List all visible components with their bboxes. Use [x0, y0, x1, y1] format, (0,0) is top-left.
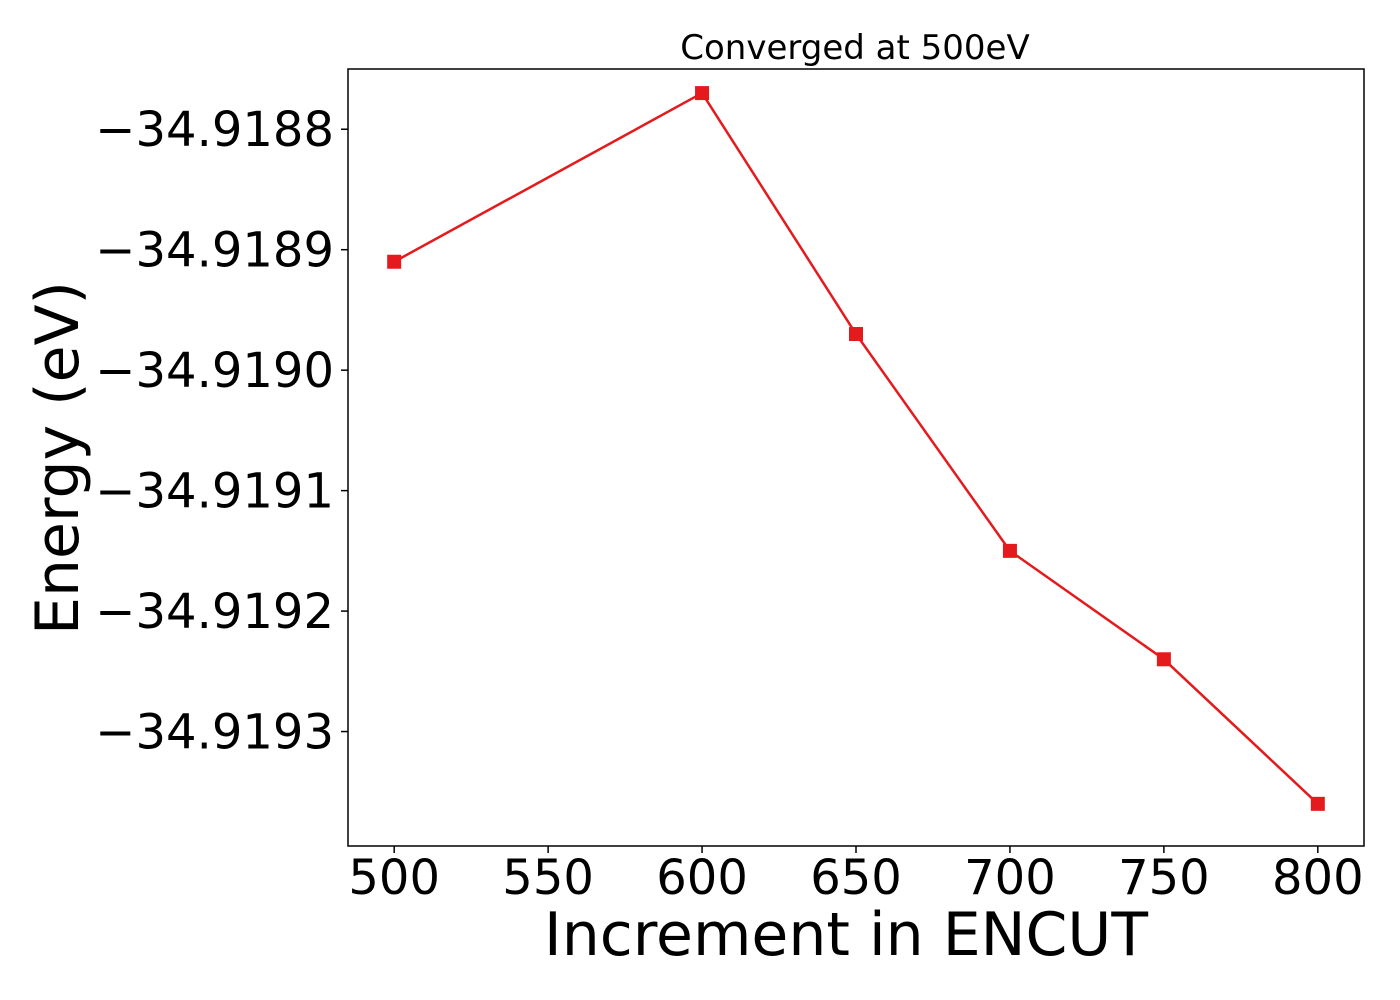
- series-layer: [387, 86, 1325, 811]
- data-point-marker: [387, 254, 402, 269]
- x-axis-ticks: 500 550 600 650 700 750 800: [348, 846, 1364, 906]
- data-point-marker: [1310, 796, 1325, 811]
- series-line: [393, 91, 1319, 805]
- x-tick-label: 500: [348, 850, 440, 906]
- x-axis-label: Increment in ENCUT: [544, 900, 1148, 970]
- chart-title: Converged at 500eV: [680, 28, 1029, 68]
- plot-frame: [347, 68, 1365, 847]
- x-tick-label: 700: [964, 850, 1056, 906]
- data-point-marker: [849, 327, 863, 342]
- data-point-marker: [695, 86, 710, 101]
- data-point-marker: [1002, 543, 1017, 558]
- y-tick-label: −34.9189: [95, 223, 334, 279]
- data-point-marker: [1156, 652, 1171, 667]
- x-tick-label: 600: [656, 850, 748, 906]
- x-tick-label: 800: [1272, 850, 1364, 906]
- y-tick-label: −34.9188: [95, 102, 334, 158]
- y-tick-label: −34.9193: [95, 705, 334, 761]
- y-tick-label: −34.9190: [95, 343, 334, 399]
- y-tick-label: −34.9192: [95, 584, 334, 640]
- x-tick-label: 650: [810, 850, 902, 906]
- x-tick-label: 550: [502, 850, 594, 906]
- y-tick-label: −34.9191: [95, 464, 334, 520]
- x-tick-label: 750: [1118, 850, 1210, 906]
- y-axis-label: Energy (eV): [23, 281, 93, 635]
- y-axis-ticks: −34.9188 −34.9189 −34.9190 −34.9191 −34.9192…: [95, 102, 348, 761]
